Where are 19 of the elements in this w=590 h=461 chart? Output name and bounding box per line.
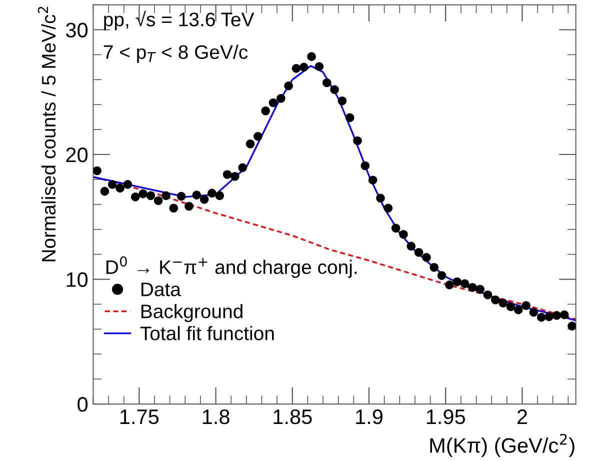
x-tick-label: 1.75 [120, 410, 159, 424]
x-tick-label: 1.9 [356, 409, 382, 424]
y-tick-label: 20 [66, 148, 88, 162]
legend-title: D$^{0}$ → K$^{−}$π$^{+}$ and charge conj. [106, 256, 357, 278]
annotation: 7 < p$_{T}$ < 8 GeV/c [104, 44, 248, 63]
x-tick-label: 1.85 [274, 409, 312, 424]
y-tick-label: 10 [66, 272, 88, 288]
x-tick-label: 2 [517, 409, 527, 424]
y-tick-label: 30 [66, 22, 88, 38]
annotation: pp, √s = 13.6 TeV [104, 10, 254, 30]
legend-label: Data [141, 282, 181, 296]
line-series [93, 176, 576, 320]
x-axis-title: M(Kπ) (GeV/c$^{2}$) [430, 434, 574, 457]
x-tick-label: 1.95 [426, 409, 466, 424]
x-tick-label: 1.8 [202, 409, 230, 424]
legend-label: Total fit function [140, 326, 274, 340]
legend-label: Background [141, 304, 242, 322]
y-tick-label: 0 [78, 397, 88, 412]
y-axis-title: Normalised counts / 5 MeV/c$^{2}$ [38, 6, 56, 262]
